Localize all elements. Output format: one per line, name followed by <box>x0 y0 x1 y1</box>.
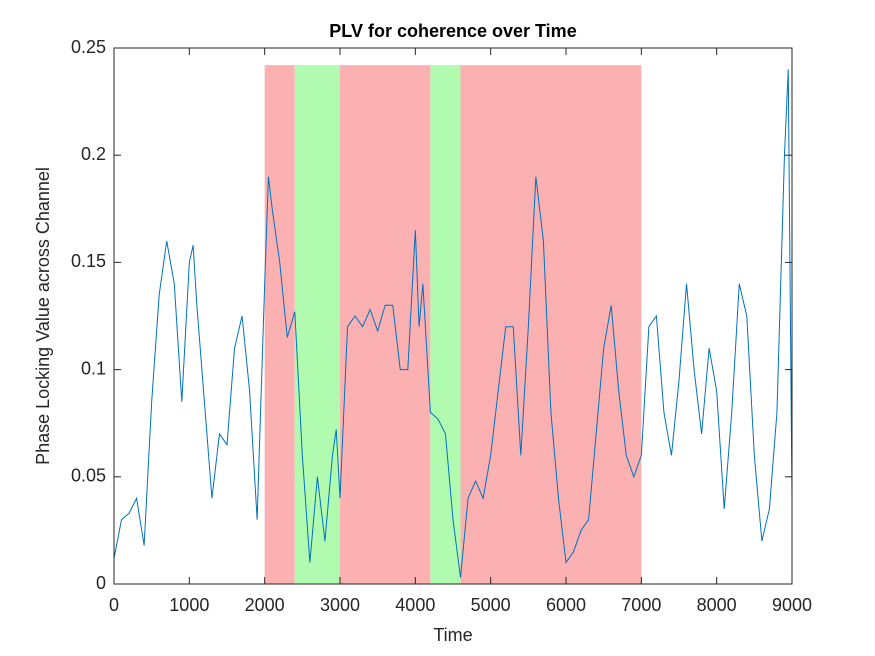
x-tick-label: 6000 <box>546 595 586 615</box>
x-tick-label: 1000 <box>169 595 209 615</box>
shaded-region <box>294 65 340 585</box>
y-axis-label: Phase Locking Value across Channel <box>33 167 53 465</box>
y-tick-label: 0.25 <box>71 37 106 57</box>
x-tick-label: 9000 <box>772 595 812 615</box>
y-tick-label: 0.05 <box>71 466 106 486</box>
x-tick-label: 3000 <box>320 595 360 615</box>
axes-box <box>113 47 793 585</box>
x-tick-label: 7000 <box>621 595 661 615</box>
x-tick-label: 4000 <box>395 595 435 615</box>
x-tick-label: 5000 <box>471 595 511 615</box>
data-line <box>113 69 793 578</box>
chart-title: PLV for coherence over Time <box>329 21 576 41</box>
y-tick-label: 0.1 <box>81 358 106 378</box>
shaded-region <box>340 65 431 585</box>
shaded-region <box>460 65 642 585</box>
x-tick-label: 0 <box>109 595 119 615</box>
x-tick-label: 8000 <box>697 595 737 615</box>
shaded-region <box>264 65 295 585</box>
y-tick-label: 0.15 <box>71 251 106 271</box>
x-tick-label: 2000 <box>245 595 285 615</box>
x-axis-label: Time <box>433 625 472 645</box>
y-tick-label: 0.2 <box>81 144 106 164</box>
shaded-region <box>430 65 461 585</box>
y-tick-label: 0 <box>96 573 106 593</box>
